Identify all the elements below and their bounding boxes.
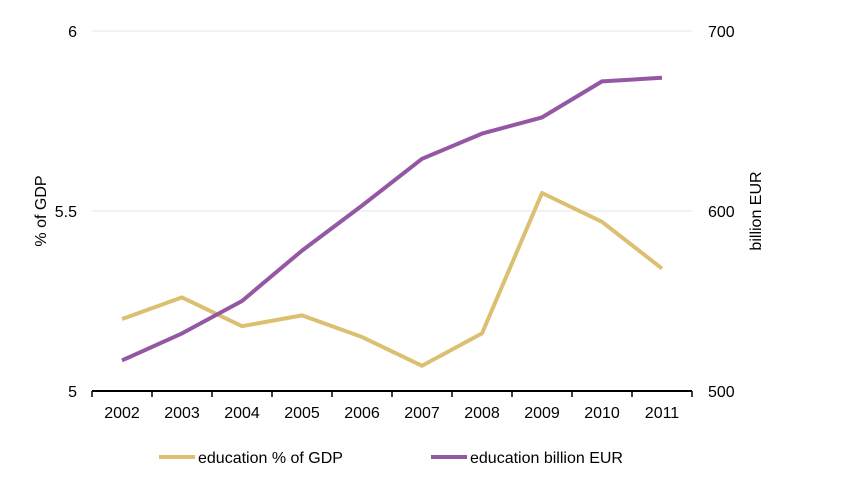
x-tick-label: 2002 xyxy=(104,405,140,422)
x-tick-label: 2003 xyxy=(164,405,200,422)
x-tick-label: 2004 xyxy=(224,405,260,422)
x-tick-label: 2009 xyxy=(524,405,560,422)
x-tick-label: 2010 xyxy=(584,405,620,422)
left-tick-label: 5 xyxy=(68,384,77,401)
gridlines xyxy=(92,30,692,212)
legend: education % of GDP education billion EUR xyxy=(159,450,623,467)
x-tick-label: 2005 xyxy=(284,405,320,422)
left-axis-title: % of GDP xyxy=(33,175,50,246)
x-tick-label: 2006 xyxy=(344,405,380,422)
right-axis-ticks: 500 600 700 xyxy=(708,24,735,401)
right-tick-label: 600 xyxy=(708,204,735,221)
right-axis-title: billion EUR xyxy=(748,171,765,250)
legend-label-eur: education billion EUR xyxy=(470,450,623,467)
x-tick-label: 2011 xyxy=(645,405,680,422)
x-axis: 2002 2003 2004 2005 2006 2007 2008 2009 2010 2011 xyxy=(91,390,693,422)
series-line-gdp xyxy=(121,191,664,368)
right-tick-label: 500 xyxy=(708,384,735,401)
legend-label-gdp: education % of GDP xyxy=(198,450,343,467)
left-tick-label: 5.5 xyxy=(55,204,77,221)
left-axis-ticks: 55.56 xyxy=(55,24,77,401)
right-tick-label: 700 xyxy=(708,24,735,41)
left-tick-label: 6 xyxy=(68,24,77,41)
x-tick-label: 2008 xyxy=(464,405,500,422)
series-lines xyxy=(121,75,664,368)
series-line-eur xyxy=(121,75,663,363)
x-tick-label: 2007 xyxy=(404,405,440,422)
